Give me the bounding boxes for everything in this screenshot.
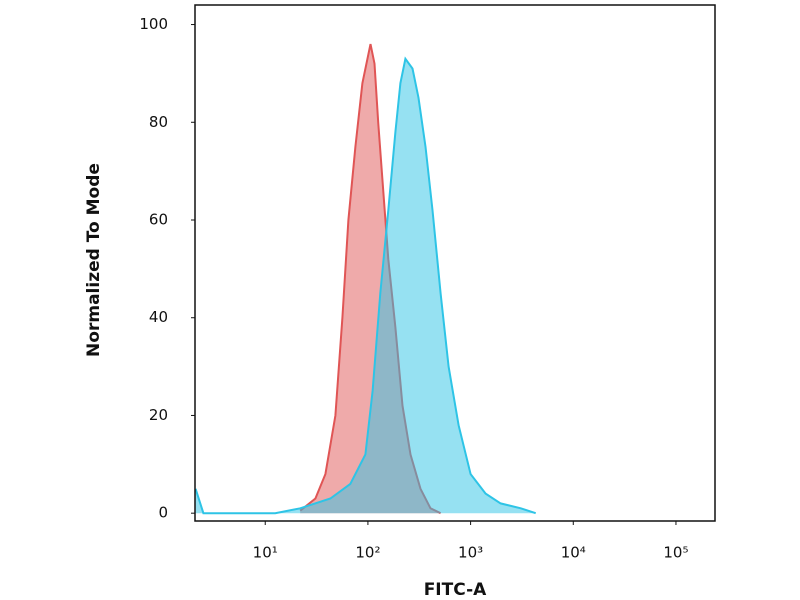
y-tick-label: 80 xyxy=(149,113,168,131)
x-tick-label: 10³ xyxy=(458,544,483,562)
y-tick-label: 100 xyxy=(139,15,168,33)
y-tick-label: 0 xyxy=(158,504,168,522)
x-tick-label: 10⁵ xyxy=(663,544,688,562)
x-tick-label: 10¹ xyxy=(253,544,278,562)
histogram-line xyxy=(194,56,537,515)
plot-frame xyxy=(194,4,716,522)
x-tick-label: 10⁴ xyxy=(561,544,586,562)
x-axis-title: FITC-A xyxy=(424,580,487,600)
x-tick-label: 10² xyxy=(355,544,380,562)
y-axis-title: Normalized To Mode xyxy=(84,163,104,357)
y-tick-label: 20 xyxy=(149,406,168,424)
y-tick-label: 60 xyxy=(149,211,168,229)
y-tick-label: 40 xyxy=(149,308,168,326)
histogram-area xyxy=(195,58,536,514)
histogram-area xyxy=(300,44,441,514)
